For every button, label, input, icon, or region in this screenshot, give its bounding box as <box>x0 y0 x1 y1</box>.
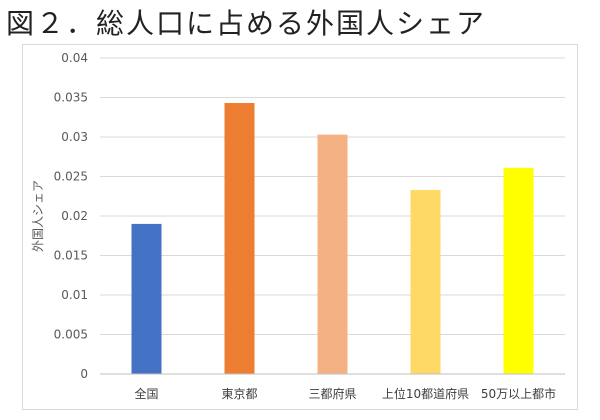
y-tick-label: 0.015 <box>54 249 88 263</box>
x-category-label: 上位10都道府県 <box>382 386 469 401</box>
y-axis-ticks: 0 0.005 0.01 0.015 0.02 0.025 0.03 0.035 0.04 <box>54 51 88 381</box>
y-tick-label: 0.035 <box>54 91 88 105</box>
bars <box>131 103 534 374</box>
x-category-label: 50万以上都市 <box>481 386 556 401</box>
y-tick-label: 0.025 <box>54 170 88 184</box>
bar-2 <box>224 103 255 374</box>
x-category-label: 東京都 <box>221 387 257 401</box>
y-tick-label: 0.02 <box>61 209 88 223</box>
figure-title: 図２．総人口に占める外国人シェア <box>6 7 487 40</box>
bar-5 <box>503 167 534 374</box>
bar-3 <box>317 134 348 374</box>
bar-4 <box>410 189 441 374</box>
x-category-label: 三都府県 <box>308 386 356 401</box>
y-tick-label: 0.005 <box>54 328 88 342</box>
y-tick-label: 0 <box>80 367 88 381</box>
chart-frame <box>22 44 578 410</box>
x-category-label: 全国 <box>134 386 158 401</box>
y-tick-label: 0.04 <box>61 51 88 65</box>
y-axis-label: 外国人シェア <box>31 180 45 252</box>
y-tick-label: 0.03 <box>61 130 88 144</box>
bar-1 <box>131 223 162 374</box>
x-axis-categories: 全国 東京都 三都府県 上位10都道府県 50万以上都市 <box>134 386 556 401</box>
y-tick-label: 0.01 <box>61 288 88 302</box>
